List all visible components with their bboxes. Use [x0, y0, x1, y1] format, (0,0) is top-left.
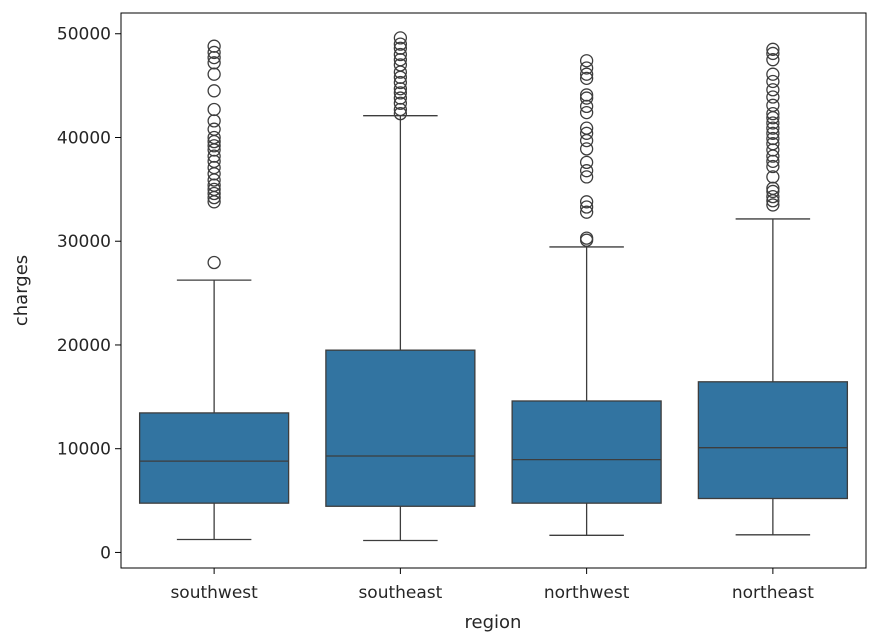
outlier-point-southwest — [207, 39, 221, 53]
outlier-point-northeast — [766, 42, 780, 56]
x-tick-label-southeast: southeast — [358, 583, 442, 603]
outlier-point-southwest — [207, 56, 221, 70]
x-tick-label-northeast: northeast — [732, 583, 814, 603]
y-tick-label: 20000 — [57, 336, 111, 356]
outlier-point-northwest — [579, 200, 594, 214]
outlier-point-northeast — [766, 170, 780, 184]
outlier-point-northeast — [766, 90, 780, 104]
outlier-point-southeast — [393, 75, 408, 90]
outlier-point-northwest — [579, 67, 594, 81]
outlier-point-northeast — [766, 83, 780, 97]
outlier-point-northeast — [766, 67, 780, 81]
outlier-point-northwest — [579, 105, 594, 120]
box-northwest — [511, 400, 662, 504]
outlier-point-southwest — [207, 182, 221, 197]
outlier-point-northeast — [766, 53, 780, 67]
outlier-point-southeast — [393, 106, 408, 121]
outlier-point-southwest — [207, 139, 221, 153]
outlier-point-southeast — [393, 91, 408, 105]
y-tick-label: 30000 — [57, 232, 111, 252]
outlier-point-northwest — [579, 88, 594, 102]
outlier-point-northwest — [579, 142, 594, 156]
x-tick-label-northwest: northwest — [544, 583, 630, 603]
outlier-point-northwest — [579, 205, 594, 219]
box-southeast — [325, 349, 476, 507]
outlier-point-southwest — [207, 255, 221, 270]
y-tick-label: 10000 — [57, 440, 111, 460]
outlier-point-southwest — [207, 45, 221, 60]
outlier-point-southwest — [207, 102, 221, 117]
outlier-point-southwest — [207, 186, 221, 201]
y-tick-label: 0 — [100, 543, 111, 563]
outlier-point-northeast — [766, 131, 780, 146]
outlier-point-northwest — [579, 164, 594, 178]
outlier-point-northeast — [766, 184, 780, 199]
outlier-point-northwest — [579, 71, 594, 86]
outlier-point-northwest — [579, 195, 594, 209]
box-northeast — [697, 381, 849, 500]
outlier-point-northwest — [579, 121, 594, 135]
box-southwest — [138, 412, 290, 504]
outlier-point-northeast — [766, 46, 780, 61]
outlier-point-northwest — [579, 61, 594, 75]
outlier-point-northwest — [579, 54, 594, 68]
outlier-point-southeast — [393, 37, 408, 51]
outlier-point-southeast — [393, 58, 408, 72]
outlier-point-northeast — [766, 121, 780, 135]
y-tick-label: 40000 — [57, 128, 111, 148]
outlier-point-northeast — [766, 189, 780, 204]
outlier-point-southwest — [207, 122, 221, 136]
outlier-point-northwest — [579, 126, 594, 140]
x-tick-label-southwest: southwest — [170, 583, 258, 603]
outlier-point-northeast — [766, 126, 780, 140]
outlier-point-southeast — [393, 31, 408, 45]
outlier-point-southeast — [393, 96, 408, 110]
y-axis-title: charges — [11, 255, 32, 326]
outlier-point-northwest — [579, 155, 594, 170]
x-axis-title: region — [465, 612, 522, 633]
outlier-point-northeast — [766, 198, 780, 212]
outlier-point-northwest — [579, 231, 594, 245]
y-tick-label: 50000 — [57, 25, 111, 45]
outlier-point-southwest — [207, 149, 221, 163]
outlier-point-northeast — [766, 116, 780, 130]
outlier-point-northeast — [766, 74, 780, 89]
outlier-point-northwest — [579, 170, 594, 184]
outlier-point-southeast — [393, 86, 408, 100]
outlier-point-southwest — [207, 130, 221, 145]
outlier-point-northeast — [766, 106, 780, 121]
outlier-point-northeast — [766, 159, 780, 174]
outlier-point-southeast — [393, 47, 408, 62]
outlier-point-northwest — [579, 91, 594, 105]
outlier-point-southwest — [207, 84, 221, 98]
outlier-point-northeast — [766, 137, 780, 151]
outlier-point-southeast — [393, 41, 408, 55]
outlier-point-northeast — [766, 98, 780, 112]
